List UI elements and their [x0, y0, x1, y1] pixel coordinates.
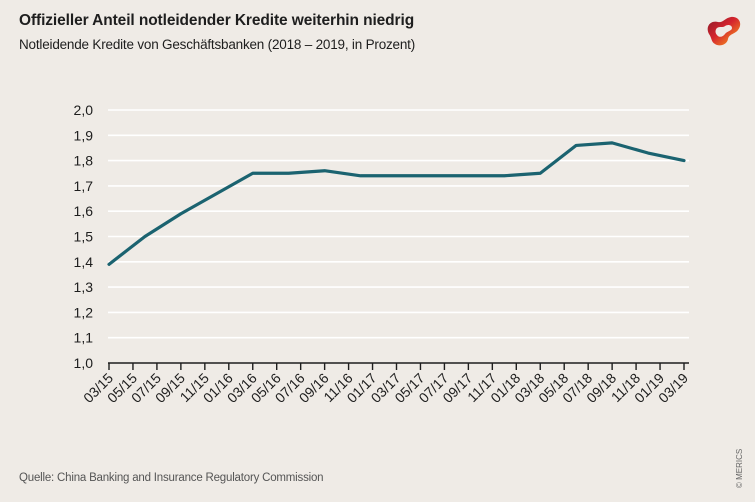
y-tick-label: 1,2: [74, 304, 94, 320]
y-tick-label: 1,0: [74, 355, 94, 371]
merics-logo-icon: [707, 16, 741, 46]
y-tick-label: 2,0: [74, 102, 94, 118]
y-tick-label: 1,7: [74, 178, 94, 194]
y-tick-label: 1,9: [74, 127, 94, 143]
y-tick-label: 1,4: [74, 254, 94, 270]
copyright-note: © MERICS: [735, 448, 744, 488]
series-line: [107, 141, 686, 266]
line-chart: 1,01,11,21,31,41,51,61,71,81,92,003/1505…: [74, 102, 692, 406]
y-tick-label: 1,5: [74, 229, 94, 245]
y-tick-label: 1,1: [74, 330, 94, 346]
source-note: Quelle: China Banking and Insurance Regu…: [19, 472, 324, 484]
chart-title: Offizieller Anteil notleidender Kredite …: [19, 12, 415, 29]
y-tick-label: 1,3: [74, 279, 94, 295]
chart-subtitle: Notleidende Kredite von Geschäftsbanken …: [19, 37, 416, 52]
y-tick-label: 1,8: [74, 153, 94, 169]
y-tick-label: 1,6: [74, 203, 94, 219]
